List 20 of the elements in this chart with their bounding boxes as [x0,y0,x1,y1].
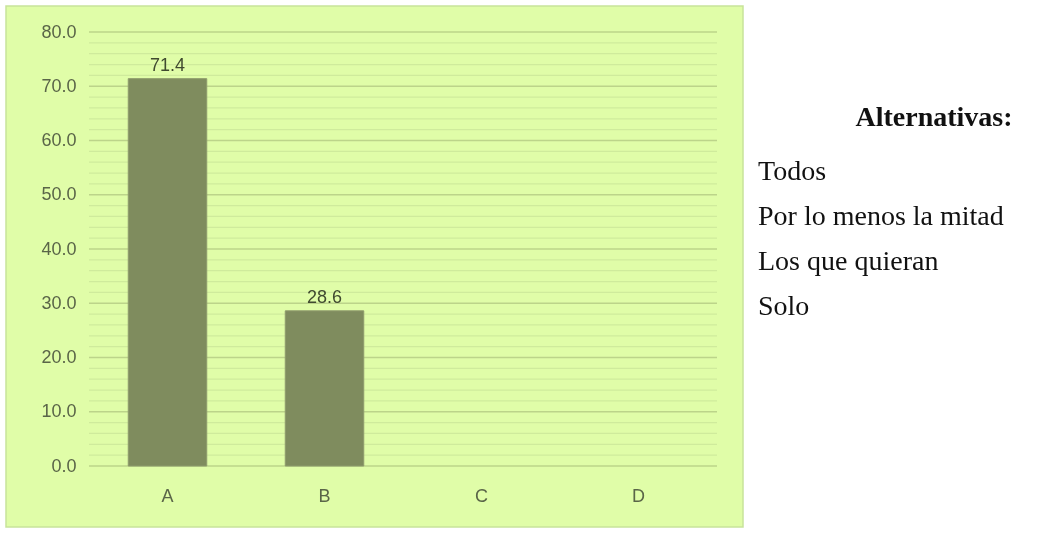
text: Todos [758,155,827,186]
y-tick-label: 0.0 [51,455,77,476]
y-tick-label: 80.0 [41,21,77,42]
data-label: 71.4 [149,54,186,75]
y-tick-label: 70.0 [41,75,77,96]
y-tick-label: 20.0 [41,347,77,367]
data-label: 28.6 [306,286,343,307]
x-tick-label: C [475,485,488,506]
y-tick-label: 50.0 [41,184,77,205]
text: Alternativas: [855,101,1013,132]
x-tick-label: D [632,485,645,506]
text: Por lo menos la mitad [758,200,1004,231]
y-tick-label: 30.0 [41,292,77,313]
x-tick-label: B [318,485,331,506]
x-tick-label: A [161,485,174,506]
y-tick-label: 60.0 [41,130,77,150]
y-tick-label: 40.0 [41,238,77,259]
text: Solo [758,290,810,321]
text: Los que quieran [758,245,939,276]
y-tick-label: 10.0 [41,401,77,422]
